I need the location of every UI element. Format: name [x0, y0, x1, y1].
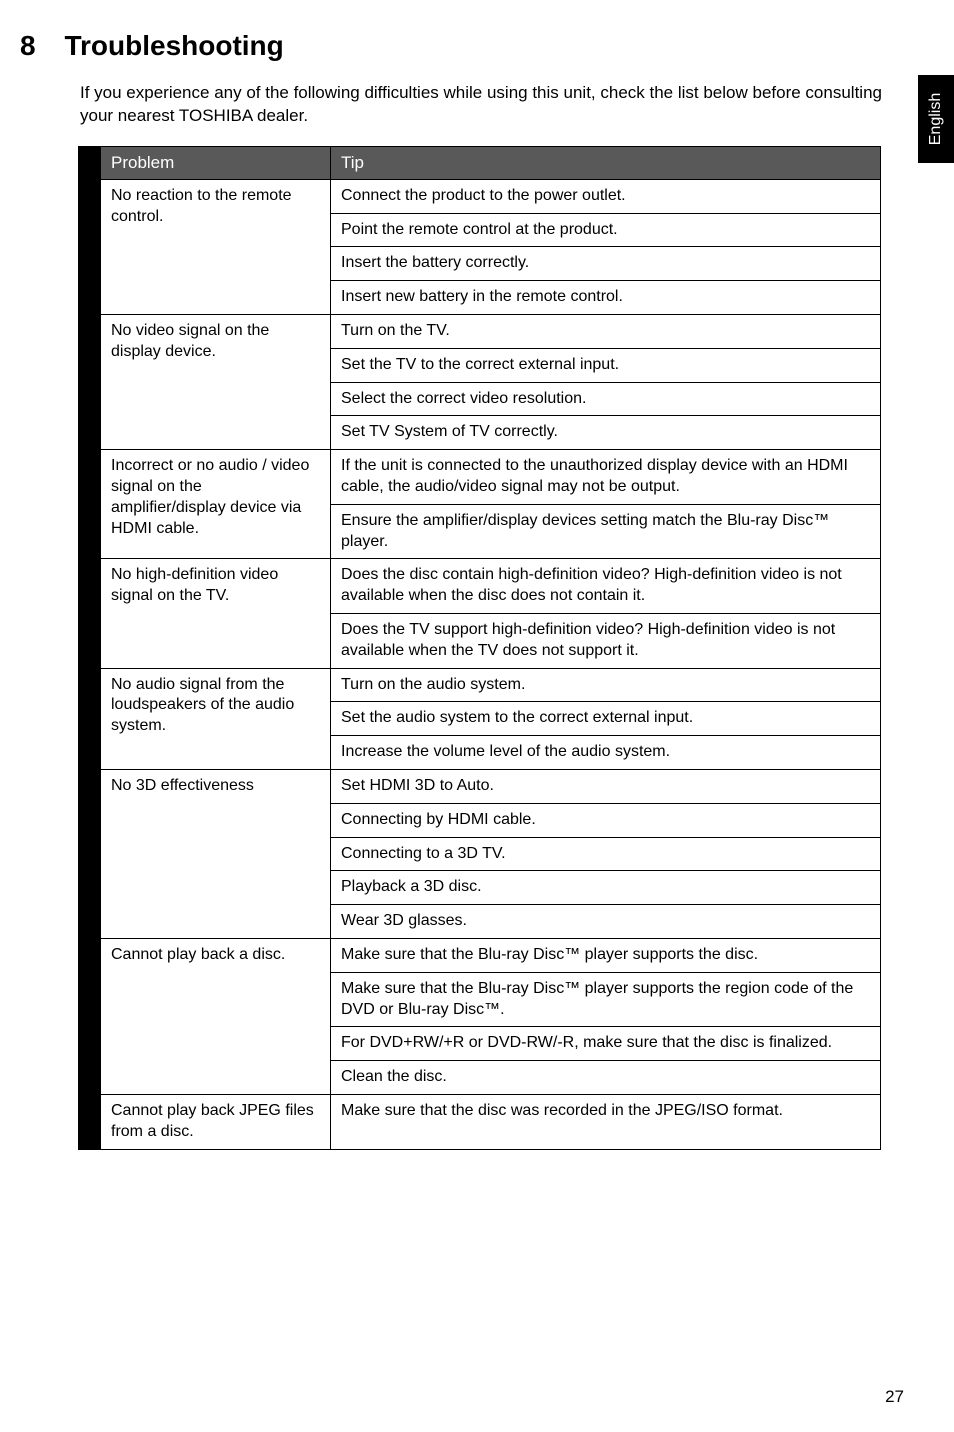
tip-cell: Make sure that the Blu-ray Disc™ player …: [331, 939, 881, 973]
problem-cell: No 3D effectiveness: [101, 770, 331, 939]
table-header-row: Problem Tip: [101, 146, 881, 179]
tip-cell: Point the remote control at the product.: [331, 213, 881, 247]
tip-cell: Does the disc contain high-definition vi…: [331, 559, 881, 614]
section-heading: 8 Troubleshooting: [20, 30, 904, 62]
tip-cell: Connecting to a 3D TV.: [331, 837, 881, 871]
table-row: No 3D effectivenessSet HDMI 3D to Auto.: [101, 770, 881, 804]
section-title: Troubleshooting: [64, 30, 283, 62]
tip-cell: If the unit is connected to the unauthor…: [331, 450, 881, 505]
table-row: No audio signal from the loudspeakers of…: [101, 668, 881, 702]
problem-cell: Cannot play back a disc.: [101, 939, 331, 1095]
page-content: 8 Troubleshooting If you experience any …: [0, 0, 954, 1170]
section-number: 8: [20, 30, 60, 62]
problem-cell: No video signal on the display device.: [101, 315, 331, 450]
tip-cell: Make sure that the disc was recorded in …: [331, 1094, 881, 1149]
header-problem: Problem: [101, 146, 331, 179]
tip-cell: Increase the volume level of the audio s…: [331, 736, 881, 770]
table-row: Cannot play back JPEG files from a disc.…: [101, 1094, 881, 1149]
tip-cell: Does the TV support high-definition vide…: [331, 614, 881, 669]
tip-cell: Clean the disc.: [331, 1061, 881, 1095]
header-tip: Tip: [331, 146, 881, 179]
problem-cell: Incorrect or no audio / video signal on …: [101, 450, 331, 559]
table-row: Cannot play back a disc.Make sure that t…: [101, 939, 881, 973]
problem-cell: No high-definition video signal on the T…: [101, 559, 331, 668]
tip-cell: Select the correct video resolution.: [331, 382, 881, 416]
tip-cell: Set HDMI 3D to Auto.: [331, 770, 881, 804]
tip-cell: Set TV System of TV correctly.: [331, 416, 881, 450]
table-row: Incorrect or no audio / video signal on …: [101, 450, 881, 505]
tip-cell: Make sure that the Blu-ray Disc™ player …: [331, 972, 881, 1027]
tip-cell: Connecting by HDMI cable.: [331, 803, 881, 837]
troubleshooting-table: Problem Tip No reaction to the remote co…: [100, 146, 881, 1150]
tip-cell: Turn on the audio system.: [331, 668, 881, 702]
tip-cell: Connect the product to the power outlet.: [331, 179, 881, 213]
table-side-bar: [78, 146, 100, 1150]
table-row: No high-definition video signal on the T…: [101, 559, 881, 614]
tip-cell: Ensure the amplifier/display devices set…: [331, 504, 881, 559]
tip-cell: Insert the battery correctly.: [331, 247, 881, 281]
problem-cell: Cannot play back JPEG files from a disc.: [101, 1094, 331, 1149]
tip-cell: Wear 3D glasses.: [331, 905, 881, 939]
problem-cell: No audio signal from the loudspeakers of…: [101, 668, 331, 769]
tip-cell: Turn on the TV.: [331, 315, 881, 349]
tip-cell: Playback a 3D disc.: [331, 871, 881, 905]
problem-cell: No reaction to the remote control.: [101, 179, 331, 314]
table-row: No video signal on the display device.Tu…: [101, 315, 881, 349]
tip-cell: Insert new battery in the remote control…: [331, 281, 881, 315]
page-number: 27: [885, 1387, 904, 1407]
table-wrapper: Problem Tip No reaction to the remote co…: [100, 146, 904, 1150]
tip-cell: For DVD+RW/+R or DVD-RW/-R, make sure th…: [331, 1027, 881, 1061]
table-row: No reaction to the remote control.Connec…: [101, 179, 881, 213]
tip-cell: Set the TV to the correct external input…: [331, 348, 881, 382]
intro-paragraph: If you experience any of the following d…: [80, 82, 904, 128]
tip-cell: Set the audio system to the correct exte…: [331, 702, 881, 736]
